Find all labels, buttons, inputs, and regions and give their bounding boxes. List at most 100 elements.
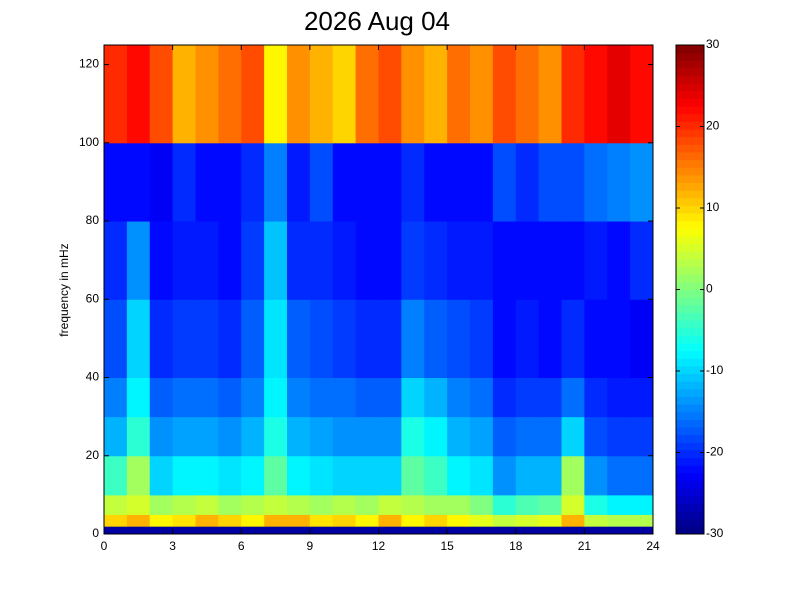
colorbar-swatch xyxy=(676,518,704,527)
heatmap-cell xyxy=(538,45,562,144)
heatmap-cell xyxy=(126,494,151,515)
heatmap-cell xyxy=(172,142,196,222)
heatmap-cell xyxy=(104,416,128,457)
heatmap-cell xyxy=(470,514,494,527)
heatmap-cell xyxy=(287,45,311,144)
heatmap-cell xyxy=(492,377,517,418)
colorbar-swatch xyxy=(676,365,704,375)
colorbar-swatch xyxy=(676,404,704,413)
heatmap-cell xyxy=(630,299,654,379)
heatmap-cell xyxy=(309,377,334,418)
heatmap-cell xyxy=(332,514,357,527)
colorbar-swatch xyxy=(676,174,704,184)
heatmap-cell xyxy=(195,455,219,496)
heatmap-cell xyxy=(378,142,402,222)
heatmap-cell xyxy=(630,526,654,535)
x-tick-label: 24 xyxy=(646,539,660,553)
colorbar-swatch xyxy=(676,472,704,482)
heatmap-cell xyxy=(401,377,425,418)
colorbar-swatch xyxy=(676,511,704,520)
colorbar-swatch xyxy=(676,136,704,145)
heatmap-cell xyxy=(492,299,517,379)
heatmap-cell xyxy=(470,45,494,144)
heatmap-cell xyxy=(424,299,448,379)
x-tick-label: 15 xyxy=(440,539,454,553)
heatmap-cell xyxy=(584,455,608,496)
heatmap-cell xyxy=(492,221,517,300)
colorbar-swatch xyxy=(676,83,704,92)
colorbar-tick-label: -20 xyxy=(706,445,724,459)
heatmap-cell xyxy=(332,142,357,222)
heatmap-cell xyxy=(584,142,608,222)
heatmap-cell xyxy=(630,494,654,515)
colorbar-swatch xyxy=(676,503,704,512)
colorbar-swatch xyxy=(676,190,704,199)
heatmap-cell xyxy=(126,377,151,418)
heatmap-cell xyxy=(515,416,540,457)
heatmap-cell xyxy=(538,494,562,515)
heatmap-cell xyxy=(584,526,608,535)
heatmap-cell xyxy=(584,299,608,379)
colorbar-swatch xyxy=(676,67,704,77)
heatmap-cell xyxy=(515,514,540,527)
heatmap-cell xyxy=(561,142,585,222)
heatmap-cell xyxy=(126,45,151,144)
heatmap-cell xyxy=(470,299,494,379)
heatmap-cell xyxy=(492,526,517,535)
heatmap-cell xyxy=(149,514,174,527)
heatmap-cell xyxy=(287,514,311,527)
colorbar-swatch xyxy=(676,213,704,222)
heatmap-cell xyxy=(195,142,219,222)
colorbar-swatch xyxy=(676,182,704,191)
heatmap-cell xyxy=(218,45,242,144)
heatmap-cell xyxy=(309,45,334,144)
heatmap-cell xyxy=(561,494,585,515)
colorbar-swatch xyxy=(676,488,704,497)
heatmap-cell xyxy=(561,416,585,457)
heatmap-cell xyxy=(126,455,151,496)
colorbar-swatch xyxy=(676,236,704,245)
heatmap-cell xyxy=(584,416,608,457)
heatmap-cell xyxy=(104,455,128,496)
heatmap-cell xyxy=(401,221,425,300)
heatmap-cell xyxy=(538,455,562,496)
heatmap-cell xyxy=(309,494,334,515)
heatmap-cell xyxy=(241,377,265,418)
heatmap-cell xyxy=(538,416,562,457)
heatmap-cell xyxy=(378,455,402,496)
heatmap-cell xyxy=(309,526,334,535)
heatmap-cell xyxy=(492,416,517,457)
heatmap-cell xyxy=(401,45,425,144)
heatmap-cell xyxy=(104,45,128,144)
heatmap-cell xyxy=(378,494,402,515)
heatmap-cell xyxy=(378,526,402,535)
y-tick-label: 40 xyxy=(86,370,100,384)
heatmap-cell xyxy=(607,514,631,527)
heatmap-cell xyxy=(241,416,265,457)
heatmap-cell xyxy=(195,514,219,527)
colorbar-swatch xyxy=(676,396,704,405)
heatmap-cell xyxy=(309,299,334,379)
heatmap-cell xyxy=(287,142,311,222)
colorbar-swatch xyxy=(676,205,704,214)
heatmap-cell xyxy=(515,526,540,535)
heatmap-cell xyxy=(424,45,448,144)
heatmap-cell xyxy=(355,299,379,379)
heatmap-cell xyxy=(309,514,334,527)
heatmap-cell xyxy=(309,455,334,496)
heatmap-cell xyxy=(561,514,585,527)
heatmap-cell xyxy=(378,416,402,457)
heatmap-cell xyxy=(332,377,357,418)
heatmap-cell xyxy=(561,45,585,144)
heatmap-cell xyxy=(630,514,654,527)
heatmap-cell xyxy=(607,416,631,457)
colorbar-tick-label: 10 xyxy=(706,200,720,214)
heatmap-cell xyxy=(447,45,471,144)
heatmap-cell xyxy=(104,377,128,418)
colorbar-swatch xyxy=(676,526,704,535)
heatmap-cell xyxy=(195,299,219,379)
heatmap-cell xyxy=(241,494,265,515)
heatmap-cell xyxy=(264,416,288,457)
heatmap-cell xyxy=(607,455,631,496)
